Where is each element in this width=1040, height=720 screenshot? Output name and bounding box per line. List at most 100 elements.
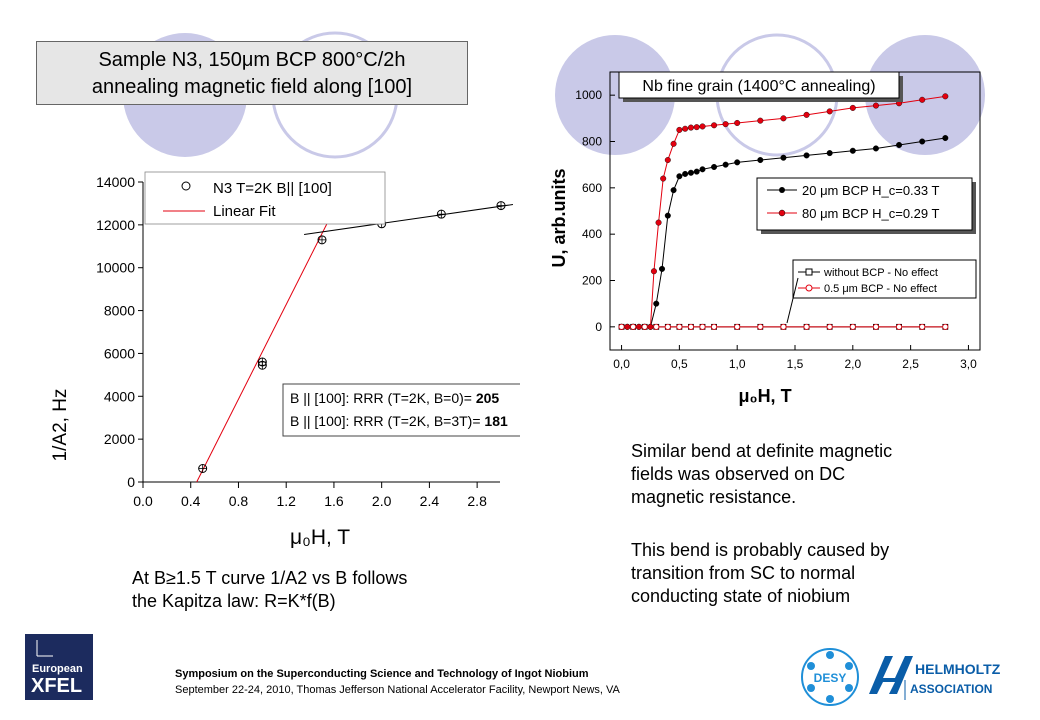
y-tick-label: 14000	[96, 174, 135, 190]
right-para2-line1: This bend is probably caused by	[631, 540, 890, 560]
series-point	[942, 323, 949, 330]
legend-label-data: N3 T=2K B|| [100]	[213, 180, 332, 197]
x-tick-label: 1,5	[787, 357, 804, 371]
legend-top-marker1	[779, 187, 785, 193]
fit-line	[196, 209, 335, 483]
series-point	[664, 157, 671, 164]
series-point	[803, 152, 810, 159]
series-point	[734, 119, 741, 126]
series-point	[670, 140, 677, 147]
legend-bottom-box	[792, 259, 977, 299]
y-axis-label: U, arb.units	[549, 168, 569, 267]
series-point	[687, 124, 694, 131]
y-tick-label: 1000	[575, 88, 602, 102]
series-point	[942, 135, 949, 142]
series-point	[757, 117, 764, 124]
series-point	[660, 175, 667, 182]
legend-top-label1: 20 μm BCP H_c=0.33 T	[802, 183, 939, 198]
x-tick-label: 2.0	[372, 493, 392, 509]
x-tick-label: 2.4	[420, 493, 440, 509]
x-tick-label: 0,5	[671, 357, 688, 371]
series-point	[919, 323, 926, 330]
series-point	[780, 323, 787, 330]
series-point	[682, 125, 689, 132]
annotation-line2: B || [100]: RRR (T=2K, B=3T)= 181	[290, 413, 508, 429]
series-point	[641, 323, 648, 330]
helmholtz-logo-line2: ASSOCIATION	[910, 682, 992, 696]
right-paragraph-1: Similar bend at definite magnetic fields…	[631, 440, 892, 509]
series	[618, 323, 949, 330]
series-point	[722, 121, 729, 128]
series-point	[872, 102, 879, 109]
legend-bottom: without BCP - No effect 0.5 μm BCP - No …	[786, 259, 977, 324]
legend-top-marker2	[778, 209, 786, 217]
series-point	[653, 300, 660, 307]
title-box	[618, 71, 900, 99]
decor-circle	[865, 35, 985, 155]
y-tick-label: 12000	[96, 217, 135, 233]
data-point	[317, 235, 327, 245]
series-point	[780, 115, 787, 122]
annotation-line1: B || [100]: RRR (T=2K, B=0)= 205	[290, 390, 499, 406]
data-point	[496, 201, 506, 211]
series-point	[693, 124, 700, 131]
y-tick-label: 10000	[96, 260, 135, 276]
fit-line	[304, 204, 514, 235]
x-axis-ticks: 0,0 0,5 1,0 1,5 2,0 2,5 3,0	[613, 345, 977, 371]
legend-label-fit: Linear Fit	[213, 203, 276, 220]
right-para1-line2: fields was observed on DC	[631, 464, 846, 484]
legend-pointer	[786, 277, 799, 324]
x-tick-label: 2.8	[467, 493, 487, 509]
y-tick-label: 2000	[104, 431, 135, 447]
desy-logo: DESY	[801, 648, 859, 706]
series-point	[826, 150, 833, 157]
slide-title-box: Sample N3, 150μm BCP 800°C/2h annealing …	[36, 41, 468, 105]
x-axis-ticks: 0.0 0.4 0.8 1.2 1.6 2.0 2.4 2.8	[133, 482, 487, 509]
helmholtz-logo: HELMHOLTZ ASSOCIATION	[869, 656, 1001, 700]
fit-lines	[196, 204, 514, 483]
x-axis-label-text: μ₀H, T	[290, 526, 350, 549]
series-point	[664, 212, 671, 219]
xfel-logo-line1: European	[32, 663, 83, 675]
right-chart-title: Nb fine grain (1400°C annealing)	[642, 78, 875, 95]
series-point	[711, 323, 718, 330]
x-tick-label: 0,0	[613, 357, 630, 371]
series-point	[919, 96, 926, 103]
x-tick-label: 1,0	[729, 357, 746, 371]
series-point	[699, 123, 706, 130]
series-point	[676, 126, 683, 133]
legend-top: 20 μm BCP H_c=0.33 T 80 μm BCP H_c=0.29 …	[756, 177, 976, 234]
left-caption: At B≥1.5 T curve 1/A2 vs B follows the K…	[132, 567, 407, 613]
series-point	[826, 108, 833, 115]
series-point	[618, 323, 625, 330]
series-point	[734, 159, 741, 166]
y-tick-label: 0	[127, 474, 135, 490]
x-tick-label: 2,5	[902, 357, 919, 371]
series-point	[687, 323, 694, 330]
series-point	[849, 147, 856, 154]
series-point	[676, 173, 683, 180]
right-para2-line2: transition from SC to normal	[631, 563, 856, 583]
slide-title-line2: annealing magnetic field along [100]	[91, 76, 413, 98]
series-point	[849, 323, 856, 330]
x-tick-label: 0.0	[133, 493, 153, 509]
y-tick-label: 200	[582, 274, 602, 288]
series-lines	[618, 93, 949, 330]
series-point	[655, 219, 662, 226]
x-tick-label: 1.2	[276, 493, 296, 509]
xfel-logo: European XFEL	[25, 634, 93, 700]
y-axis-ticks: 0 2000 4000 6000 8000 10000 12000 14000	[96, 174, 143, 490]
annotation-box	[282, 383, 520, 437]
series-point	[757, 157, 764, 164]
x-tick-label: 3,0	[960, 357, 977, 371]
chart-legend: N3 T=2K B|| [100] Linear Fit	[144, 171, 386, 225]
series-point	[687, 169, 694, 176]
series-point	[699, 166, 706, 173]
series-point	[676, 323, 683, 330]
series-point	[757, 323, 764, 330]
right-para1-line1: Similar bend at definite magnetic	[631, 441, 893, 461]
legend-marker-circle	[181, 181, 191, 191]
slide-title-line1: Sample N3, 150μm BCP 800°C/2h	[98, 49, 406, 71]
y-tick-label: 400	[582, 227, 602, 241]
